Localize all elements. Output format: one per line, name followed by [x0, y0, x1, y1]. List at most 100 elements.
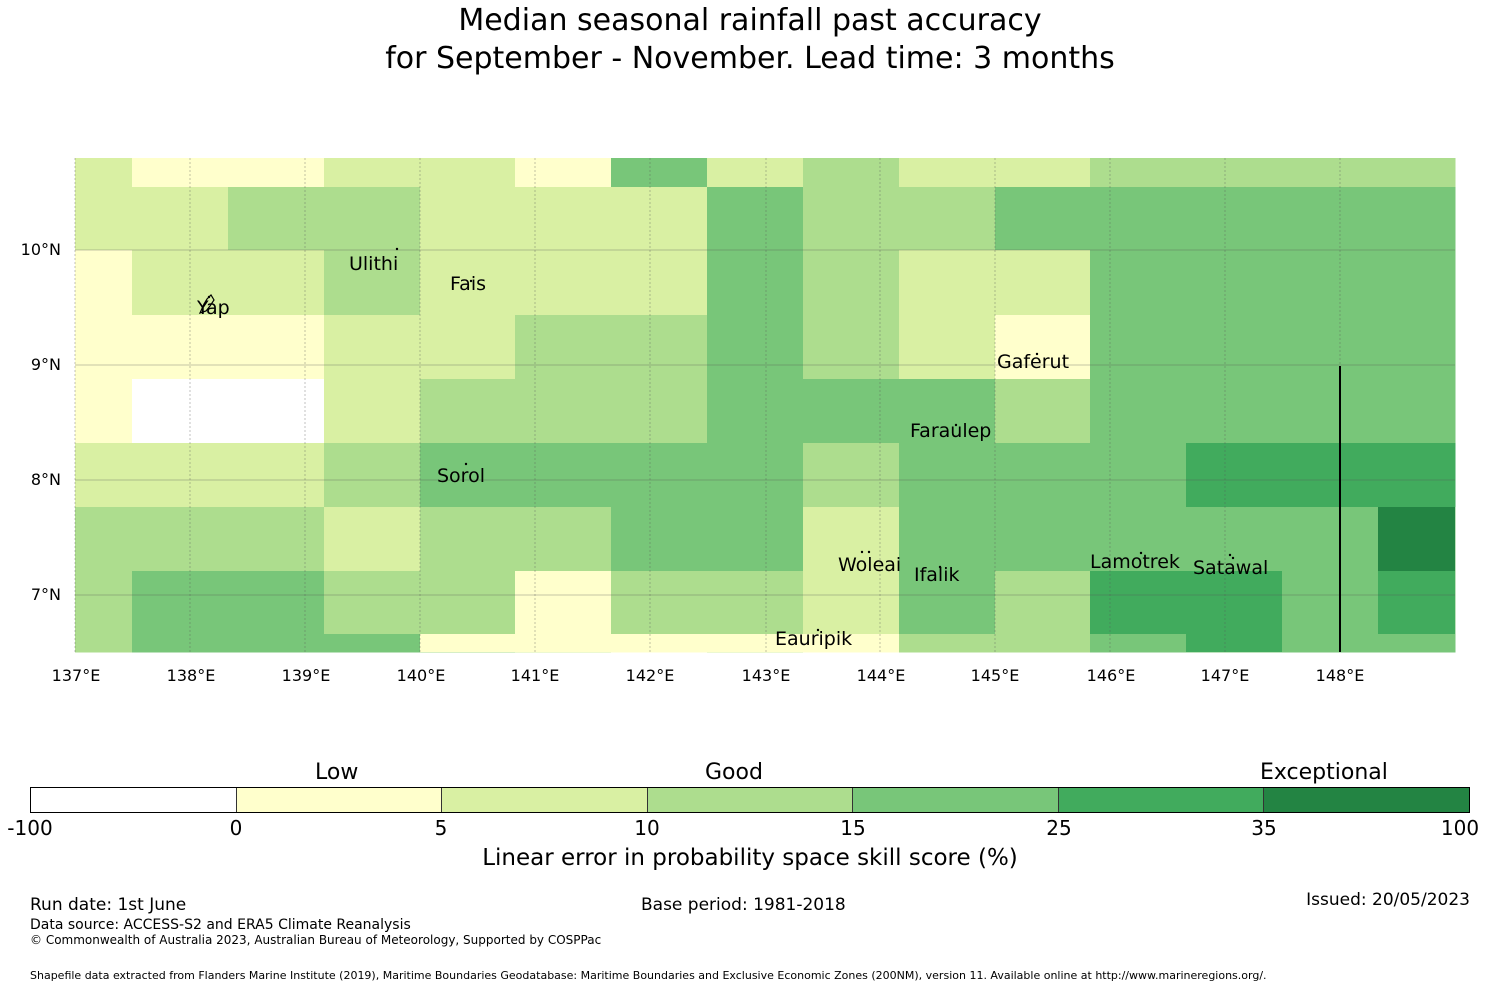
grid-cell: [611, 571, 708, 635]
lon-label-145e: 145°E: [970, 666, 1020, 685]
colorbar-segment: [442, 788, 648, 812]
grid-cell: [1090, 443, 1187, 508]
grid-cell: [324, 507, 421, 572]
grid-cell: [995, 158, 1091, 188]
grid-cell: [75, 315, 133, 380]
grid-cell: [803, 315, 900, 380]
grid-cell: [228, 443, 325, 508]
grid-cell: [420, 250, 516, 316]
colorbar-tick: 0: [229, 816, 243, 840]
grid-cell: [132, 250, 229, 316]
grid-cell: [1090, 634, 1187, 653]
grid-cell: [611, 187, 708, 251]
grid-cell: [75, 507, 133, 572]
grid-cell: [324, 315, 421, 380]
island-dot: [938, 565, 942, 569]
grid-cell: [1090, 250, 1187, 316]
category-exceptional: Exceptional: [1260, 760, 1388, 785]
grid-cell: [515, 187, 612, 251]
grid-cell: [995, 507, 1091, 572]
colorbar-segment: [236, 788, 443, 812]
grid-cell: [1090, 571, 1187, 635]
grid-cell: [611, 158, 708, 188]
grid-cell: [707, 507, 804, 572]
island-dot: [395, 247, 399, 251]
shapefile-credit: Shapefile data extracted from Flanders M…: [30, 969, 1267, 982]
lat-label-10n: 10°N: [20, 240, 61, 259]
lon-label-139e: 139°E: [281, 666, 331, 685]
grid-cell: [611, 315, 708, 380]
colorbar-tick: 5: [434, 816, 448, 840]
colorbar: [30, 787, 1470, 813]
grid-cell: [899, 158, 996, 188]
colorbar-segment: [1264, 788, 1470, 812]
lon-label-142e: 142°E: [625, 666, 675, 685]
grid-cell: [228, 379, 325, 444]
grid-cell: [611, 250, 708, 316]
grid-cell: [707, 443, 804, 508]
colorbar-segment: [31, 788, 237, 812]
grid-cell: [1186, 250, 1456, 316]
colorbar-segment: [647, 788, 854, 812]
grid-cell: [228, 315, 325, 380]
grid-cell: [995, 315, 1091, 380]
grid-cell: [228, 250, 325, 316]
grid-cell: [228, 571, 325, 635]
graticule: [74, 158, 1455, 652]
grid-cell: [324, 187, 421, 251]
place-label-eauripik: Eauripik: [775, 628, 853, 650]
place-label-ulithi: Ulithi: [349, 253, 399, 275]
grid-cell: [420, 187, 516, 251]
data-source: Data source: ACCESS-S2 and ERA5 Climate …: [30, 917, 411, 933]
grid-cell: [228, 158, 325, 188]
grid-cell: [899, 379, 996, 444]
grid-cell: [420, 158, 516, 188]
yap-island-outline: [198, 294, 215, 314]
grid-cell: [75, 443, 133, 508]
lat-label-9n: 9°N: [30, 355, 61, 374]
island-dot: [954, 423, 958, 427]
grid-cell: [995, 187, 1091, 251]
colorbar-segment: [853, 788, 1059, 812]
grid-cell: [420, 315, 516, 380]
grid-cell: [1378, 571, 1455, 634]
grid-cell: [75, 571, 133, 635]
island-markers: [198, 247, 1235, 632]
place-label-ifalik: Ifalik: [914, 564, 960, 586]
grid-cell: [803, 187, 900, 251]
grid-cell: [420, 379, 516, 444]
lon-label-146e: 146°E: [1086, 666, 1136, 685]
grid-cell: [1378, 507, 1455, 571]
lon-label-137e: 137°E: [51, 666, 101, 685]
grid-cell: [515, 443, 612, 508]
grid-cell: [420, 571, 516, 635]
grid-cell: [1090, 187, 1187, 251]
grid-cell: [611, 443, 708, 508]
lon-label-147e: 147°E: [1200, 666, 1250, 685]
grid-cell: [995, 443, 1091, 508]
lat-label-8n: 8°N: [30, 470, 61, 489]
island-dot: [1139, 551, 1143, 555]
grid-cell: [1090, 379, 1187, 444]
grid-cell: [228, 507, 325, 572]
grid-cell: [707, 379, 804, 444]
lon-label-148e: 148°E: [1315, 666, 1365, 685]
copyright: © Commonwealth of Australia 2023, Austra…: [30, 933, 602, 947]
grid-cell: [420, 443, 516, 508]
issued-date: Issued: 20/05/2023: [1306, 890, 1470, 910]
place-label-yap: Yap: [197, 297, 230, 319]
colorbar-tick: 10: [634, 816, 660, 840]
skill-grid: [75, 158, 1456, 653]
grid-cell: [515, 507, 612, 572]
place-label-sorol: Sorol: [437, 465, 485, 487]
grid-cell: [707, 250, 804, 316]
skill-map: [74, 158, 1456, 653]
grid-cell: [324, 443, 421, 508]
base-period: Base period: 1981-2018: [641, 895, 846, 915]
title-line-2: for September - November. Lead time: 3 m…: [385, 41, 1115, 76]
colorbar-label: Linear error in probability space skill …: [482, 845, 1018, 871]
grid-cell: [707, 187, 804, 251]
grid-cell: [611, 379, 708, 444]
grid-cell: [75, 379, 133, 444]
grid-cell: [324, 634, 421, 653]
